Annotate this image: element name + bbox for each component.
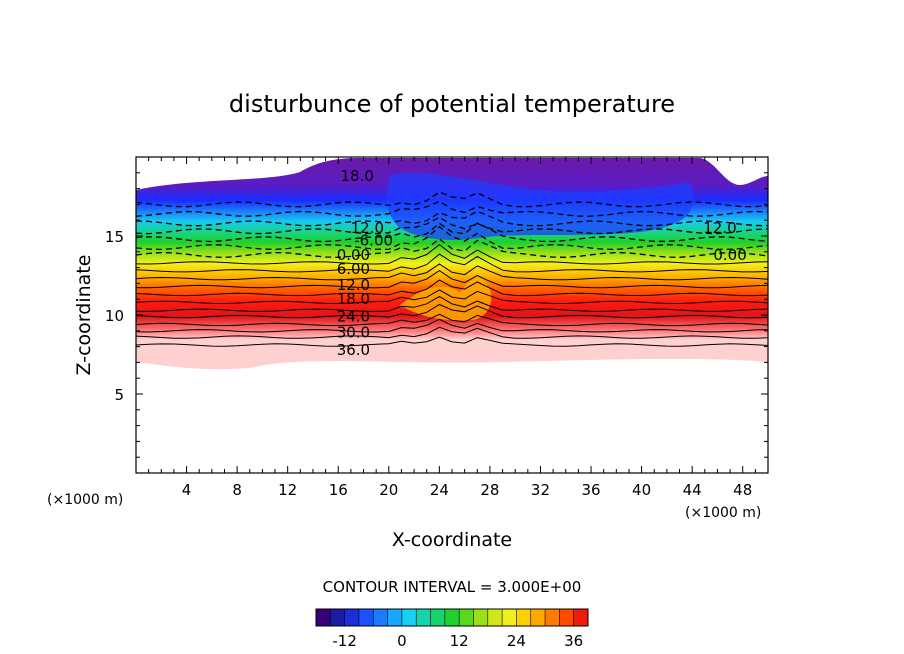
contour-label: 0.00	[713, 246, 746, 264]
y-tick-labels: 5 10 15	[105, 228, 124, 404]
contour-labels: 18.012.0-6.000.006.0012.018.024.030.036.…	[337, 167, 747, 359]
x-tick-label: 24	[430, 481, 449, 499]
colorbar-frame	[315, 608, 589, 627]
colorbar-segment	[401, 609, 417, 626]
dashed-contours	[136, 191, 768, 258]
solid-contour-line	[136, 263, 768, 281]
solid-contour-line	[136, 253, 768, 273]
colorbar-segment	[316, 609, 331, 626]
contour-label: 24.0	[337, 308, 370, 326]
solid-contour-line	[136, 336, 768, 347]
solid-contour-line	[136, 326, 768, 339]
x-tick-labels: 4 8 12 16 20 24 28 32 36 40 44 48	[182, 481, 752, 499]
y-tick-label: 5	[114, 386, 124, 404]
dashed-contour-line	[136, 200, 768, 217]
x-tick-label: 16	[329, 481, 348, 499]
dashed-contour-line	[136, 222, 768, 243]
solid-contour-line	[136, 289, 768, 305]
colorbar-segment	[530, 609, 546, 626]
dashed-contour-line	[136, 238, 768, 258]
axis-ticks	[136, 157, 768, 473]
contour-field	[136, 158, 768, 370]
contour-label: 30.0	[337, 323, 370, 341]
x-tick-label: 20	[379, 481, 398, 499]
x-tick-label: 36	[581, 481, 600, 499]
solid-contour-line	[136, 243, 768, 265]
dashed-contour-line	[136, 210, 768, 227]
contour-label: 12.0	[351, 219, 384, 237]
dashed-contour-line	[136, 225, 768, 251]
x-unit-right: (×1000 m)	[685, 505, 761, 521]
contour-interval-text: CONTOUR INTERVAL = 3.000E+00	[323, 578, 582, 596]
x-axis-label: X-coordinate	[392, 529, 512, 551]
colorbar-tick-labels: -12 0 12 24 36	[332, 632, 583, 650]
colorbar-tick-label: 0	[397, 632, 407, 650]
colorbar-segment	[330, 609, 346, 626]
colorbar-segment	[358, 609, 374, 626]
x-tick-label: 48	[733, 481, 752, 499]
colorbar-segment	[502, 609, 517, 626]
contour-label: 36.0	[337, 341, 370, 359]
x-tick-label: 28	[480, 481, 499, 499]
x-tick-label: 44	[683, 481, 702, 499]
x-tick-label: 4	[182, 481, 192, 499]
colorbar-segment	[344, 609, 360, 626]
x-tick-label: 40	[632, 481, 651, 499]
colorbar-segment	[573, 609, 589, 626]
dashed-contour-line	[136, 216, 768, 235]
solid-contour-line	[136, 279, 768, 297]
x-tick-label: 12	[278, 481, 297, 499]
colorbar-segment	[373, 609, 389, 626]
colorbar-segment	[430, 609, 446, 626]
y-tick-label: 15	[105, 228, 124, 246]
contour-label: 18.0	[337, 290, 370, 308]
solid-contours	[136, 243, 768, 347]
colorbar-segment	[444, 609, 460, 626]
contour-label: 18.0	[340, 167, 373, 185]
solid-contour-line	[136, 269, 768, 289]
solid-contour-line	[136, 303, 768, 319]
x-unit-left: (×1000 m)	[47, 492, 123, 508]
y-tick-label: 10	[105, 307, 124, 325]
chart-title: disturbunce of potential temperature	[229, 90, 675, 118]
colorbar	[315, 608, 589, 627]
colorbar-segment	[416, 609, 432, 626]
contour-label: 12.0	[703, 219, 736, 237]
solid-contour-line	[136, 318, 768, 333]
dashed-contour-line	[136, 191, 768, 208]
x-tick-label: 8	[232, 481, 242, 499]
x-tick-label: 32	[531, 481, 550, 499]
colorbar-tick-label: 36	[564, 632, 583, 650]
contour-label: 12.0	[337, 276, 370, 294]
colorbar-segment	[473, 609, 489, 626]
colorbar-segment	[545, 609, 560, 626]
colorbar-tick-label: 12	[450, 632, 469, 650]
contour-label: 0.00	[337, 246, 370, 264]
colorbar-segment	[387, 609, 403, 626]
contour-label: -6.00	[354, 232, 393, 250]
solid-contour-line	[136, 295, 768, 312]
y-axis-label: Z-coordinate	[73, 255, 95, 376]
colorbar-tick-label: 24	[507, 632, 526, 650]
colorbar-segment	[459, 609, 474, 626]
solid-contour-line	[136, 313, 768, 327]
colorbar-segment	[516, 609, 532, 626]
colorbar-segment	[559, 609, 575, 626]
colorbar-segment	[487, 609, 503, 626]
colorbar-tick-label: -12	[332, 632, 357, 650]
contour-label: 6.00	[337, 260, 370, 278]
